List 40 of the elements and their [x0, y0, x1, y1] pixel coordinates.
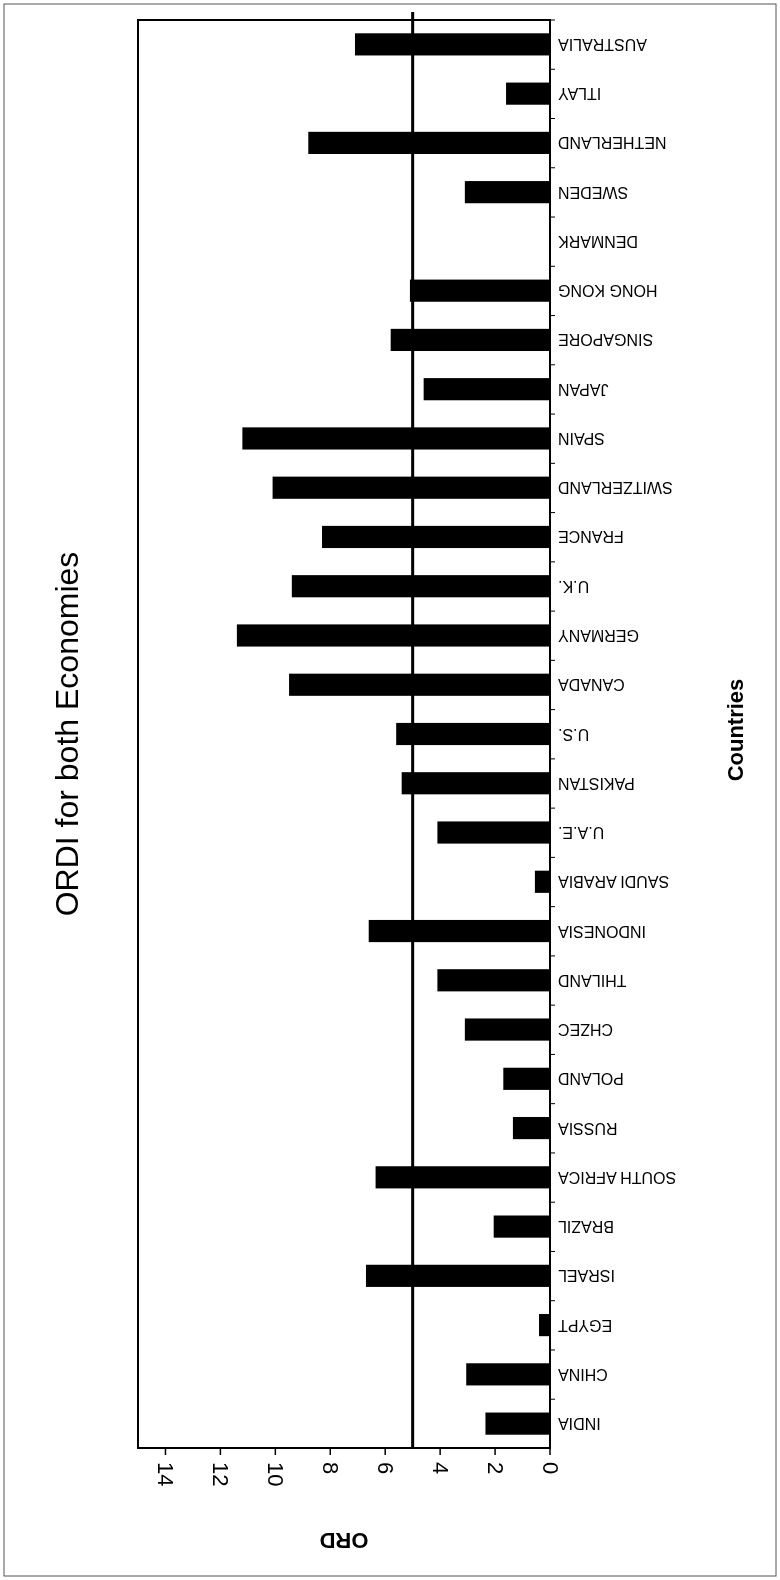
y-tick-label: INDONESIA: [557, 922, 647, 940]
y-tick-label: CHZEC: [558, 1021, 614, 1039]
y-tick-label: JAPAN: [558, 380, 609, 398]
y-tick-label: CHINA: [557, 1365, 608, 1383]
y-axis-title: Countries: [722, 678, 748, 782]
x-axis-title: ORD: [319, 1527, 369, 1553]
x-tick-label: 10: [262, 1462, 288, 1487]
y-tick-label: BRAZIL: [557, 1218, 615, 1236]
y-tick-label: U.S.: [558, 725, 590, 743]
y-tick-label: CANADA: [557, 676, 625, 694]
y-tick-label: FRANCE: [558, 528, 624, 546]
x-tick-label: 8: [317, 1462, 343, 1475]
y-tick-label: INDIA: [557, 1415, 601, 1433]
x-tick-label: 14: [152, 1462, 178, 1487]
y-tick-label: PAKISTAN: [558, 774, 635, 792]
y-tick-label: THILAND: [558, 971, 627, 989]
y-tick-label: SAUDI ARABIA: [557, 873, 670, 891]
y-tick-label: U.A.E.: [558, 824, 605, 842]
y-tick-label: EGYPT: [557, 1316, 613, 1334]
text: ORDI for both Economies: [49, 551, 85, 917]
y-tick-label: SWEDEN: [558, 183, 629, 201]
x-tick-label: 6: [372, 1462, 398, 1475]
y-tick-label: ISRAEL: [557, 1267, 615, 1285]
y-tick-label: GERMANY: [557, 626, 639, 644]
y-tick-label: HONG KONG: [558, 282, 658, 300]
y-tick-label: NETHERLAND: [558, 134, 667, 152]
x-tick-label: 12: [207, 1462, 233, 1487]
y-tick-label: SWITZERLAND: [558, 479, 673, 497]
y-tick-label: POLAND: [558, 1070, 624, 1088]
x-tick-label: 2: [482, 1462, 508, 1475]
x-tick-label: 0: [537, 1462, 563, 1475]
y-tick-label: ITLAY: [557, 85, 602, 103]
y-tick-label: SPAIN: [558, 429, 605, 447]
y-tick-label: SOUTH AFRICA: [557, 1168, 677, 1186]
y-tick-label: RUSSIA: [557, 1119, 618, 1137]
y-tick-label: DENMARK: [557, 232, 639, 250]
y-tick-label: SINGAPORE: [558, 331, 654, 349]
y-tick-label: AUSTRALIA: [557, 35, 647, 53]
x-tick-label: 4: [427, 1462, 453, 1475]
y-tick-label: U.K.: [558, 577, 590, 595]
